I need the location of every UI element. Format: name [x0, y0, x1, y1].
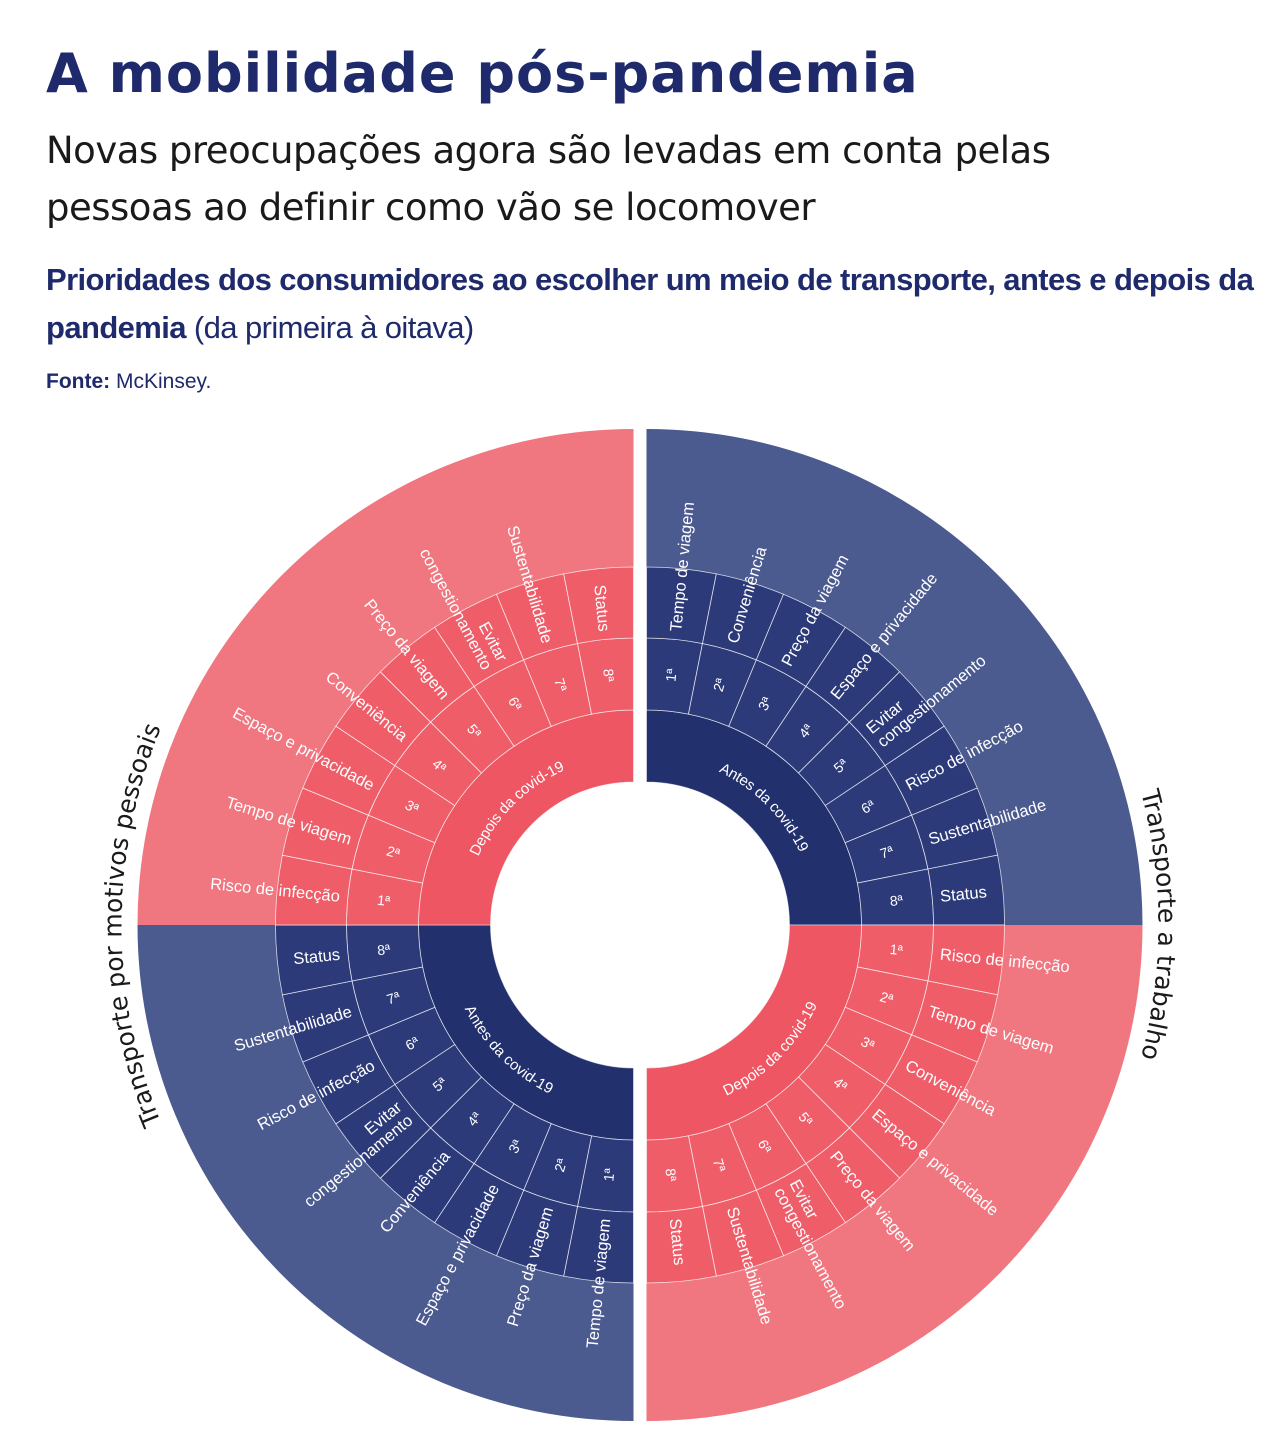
chart-heading-bold: Prioridades dos consumidores ao escolher… [46, 262, 1254, 345]
outer-ring [137, 429, 634, 925]
rank-label: 2ª [710, 675, 729, 693]
source-label: Fonte: [46, 370, 111, 393]
chart-heading: Prioridades dos consumidores ao escolher… [46, 256, 1266, 352]
rank-label: 7ª [710, 1157, 729, 1175]
rank-label: 7ª [551, 676, 570, 694]
rank-label: 1ª [663, 667, 680, 682]
priority-label: Status [293, 946, 341, 968]
priority-label: Status [666, 1218, 688, 1266]
rank-label: 7ª [878, 842, 896, 861]
priority-label: Status [590, 584, 612, 632]
outer-ring [646, 429, 1143, 925]
rank-label: 2ª [551, 1156, 570, 1174]
chart-heading-note: (da primeira à oitava) [185, 310, 474, 345]
priority-segment [646, 1206, 717, 1284]
rank-label: 1ª [600, 1167, 617, 1182]
rank-label: 1ª [889, 941, 904, 958]
page-title: A mobilidade pós-pandemia [46, 42, 919, 105]
source-value: McKinsey. [110, 370, 212, 393]
rank-label: 8ª [663, 1168, 680, 1183]
priority-segment [563, 566, 634, 644]
source-line: Fonte: McKinsey. [46, 370, 211, 394]
rank-label: 8ª [376, 941, 391, 958]
priority-label: Status [939, 883, 987, 905]
rank-label: 8ª [889, 892, 904, 909]
rank-label: 2ª [878, 988, 896, 1007]
rank-label: 8ª [600, 668, 617, 683]
rank-label: 2ª [385, 843, 403, 862]
rank-label: 7ª [385, 988, 403, 1007]
outer-ring [646, 925, 1143, 1421]
page-subtitle: Novas preocupações agora são levadas em … [46, 129, 1051, 229]
rank-label: 1ª [376, 892, 391, 909]
outer-ring [137, 925, 634, 1421]
